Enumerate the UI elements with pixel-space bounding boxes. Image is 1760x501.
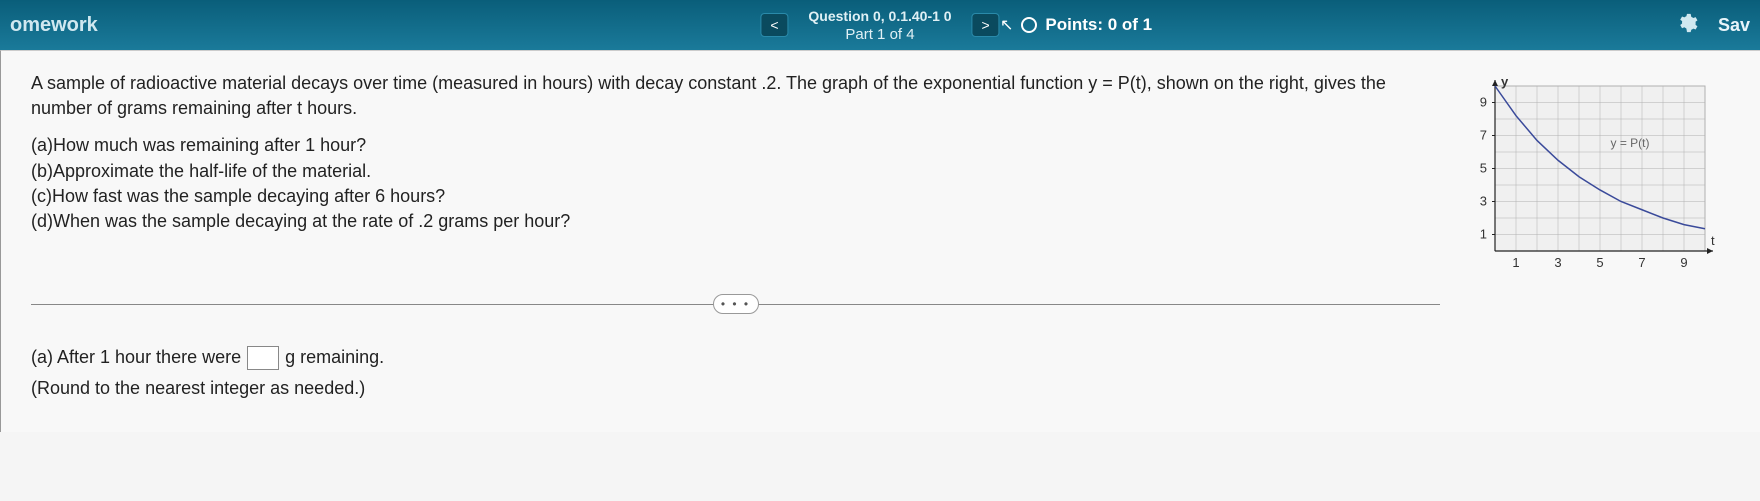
- points-display: ↖ Points: 0 of 1: [1000, 15, 1152, 35]
- question-part-d: (d)When was the sample decaying at the r…: [31, 209, 1440, 234]
- svg-text:1: 1: [1480, 227, 1487, 242]
- svg-text:y: y: [1501, 76, 1509, 89]
- prev-question-button[interactable]: <: [760, 13, 788, 37]
- svg-text:3: 3: [1480, 194, 1487, 209]
- svg-text:9: 9: [1480, 95, 1487, 110]
- expand-button[interactable]: • • •: [713, 294, 759, 314]
- answer-suffix: g remaining.: [285, 345, 384, 370]
- radio-icon: [1021, 17, 1037, 33]
- svg-text:9: 9: [1680, 255, 1687, 270]
- save-button[interactable]: Sav: [1718, 15, 1750, 36]
- question-part-b: (b)Approximate the half-life of the mate…: [31, 159, 1440, 184]
- question-part-c: (c)How fast was the sample decaying afte…: [31, 184, 1440, 209]
- question-id: Question 0, 0.1.40-1 0: [808, 8, 951, 24]
- question-nav: < Question 0, 0.1.40-1 0 Part 1 of 4 >: [760, 8, 999, 43]
- svg-text:5: 5: [1480, 161, 1487, 176]
- svg-text:7: 7: [1638, 255, 1645, 270]
- svg-text:3: 3: [1554, 255, 1561, 270]
- points-text: Points: 0 of 1: [1045, 15, 1152, 35]
- gear-icon[interactable]: [1676, 12, 1698, 39]
- part-indicator: Part 1 of 4: [808, 26, 951, 43]
- svg-text:1: 1: [1512, 255, 1519, 270]
- svg-text:7: 7: [1480, 128, 1487, 143]
- answer-prefix: (a) After 1 hour there were: [31, 345, 241, 370]
- decay-graph: 1 3 5 7 9 1 3 5 7 9 y t y = P(t): [1460, 76, 1720, 276]
- svg-text:y = P(t): y = P(t): [1611, 136, 1650, 150]
- homework-title: omework: [10, 14, 98, 37]
- question-intro: A sample of radioactive material decays …: [31, 71, 1440, 121]
- cursor-icon: ↖: [1000, 15, 1013, 35]
- question-part-a: (a)How much was remaining after 1 hour?: [31, 133, 1440, 158]
- svg-text:t: t: [1711, 233, 1715, 248]
- answer-hint: (Round to the nearest integer as needed.…: [31, 376, 1440, 401]
- answer-input[interactable]: [247, 346, 279, 370]
- next-question-button[interactable]: >: [972, 13, 1000, 37]
- svg-text:5: 5: [1596, 255, 1603, 270]
